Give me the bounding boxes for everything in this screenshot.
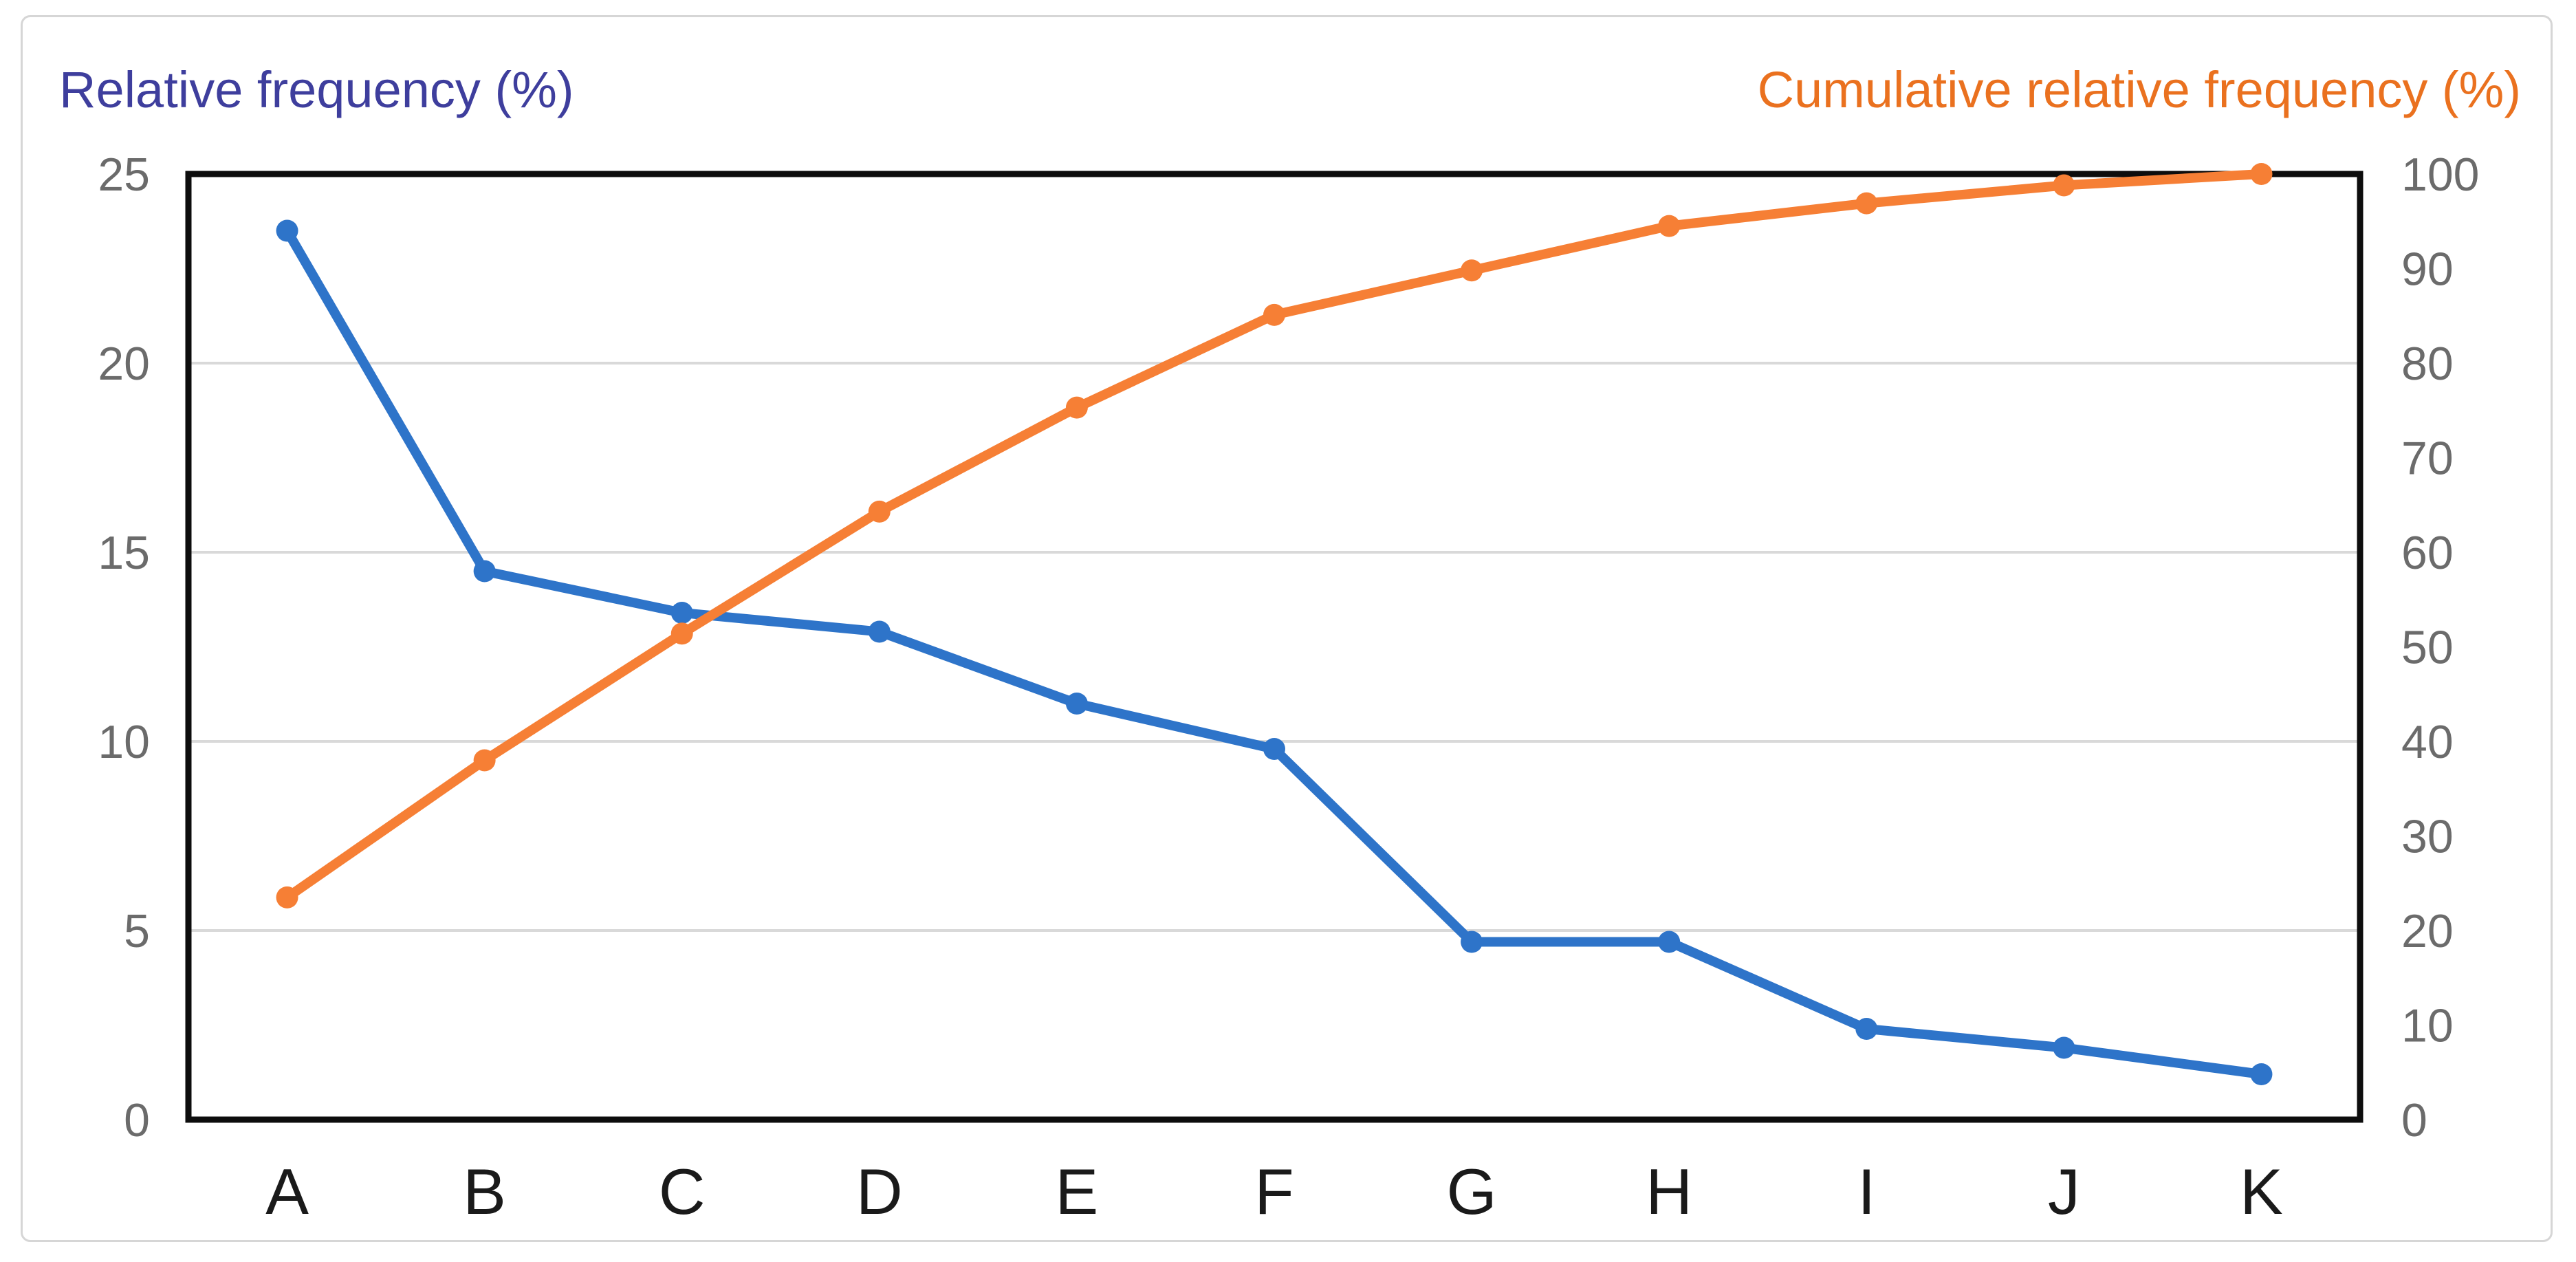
series-line-relative (282, 226, 2267, 1079)
data-point-K-cumulative (2250, 163, 2273, 185)
category-label-K: K (2240, 1155, 2283, 1228)
left-axis-tick-label: 25 (98, 149, 150, 201)
left-axis-tick-label: 10 (98, 716, 150, 768)
category-label-J: J (2048, 1155, 2080, 1228)
data-point-I-cumulative (1855, 192, 1878, 215)
right-axis-title: Cumulative relative frequency (%) (1757, 61, 2521, 118)
right-axis-tick-label: 70 (2401, 433, 2454, 485)
data-point-I-relative (1855, 1018, 1878, 1040)
right-axis-tick-label: 80 (2401, 338, 2454, 390)
category-label-F: F (1254, 1155, 1294, 1228)
data-point-E-cumulative (1065, 396, 1088, 419)
data-point-F-relative (1263, 738, 1285, 760)
data-point-H-cumulative (1658, 215, 1681, 237)
card-frame (21, 15, 2553, 1242)
right-axis-tick-label: 20 (2401, 905, 2454, 957)
right-axis-tick-label: 50 (2401, 622, 2454, 674)
data-point-G-relative (1461, 931, 1483, 953)
category-label-I: I (1857, 1155, 1875, 1228)
category-label-A: A (265, 1155, 309, 1228)
right-axis-tick-label: 100 (2401, 149, 2479, 201)
data-point-K-relative (2250, 1063, 2273, 1085)
category-label-D: D (856, 1155, 903, 1228)
right-axis-tick-label: 60 (2401, 527, 2454, 579)
category-label-G: G (1447, 1155, 1497, 1228)
data-point-B-relative (473, 560, 496, 583)
left-axis-title: Relative frequency (%) (59, 61, 574, 118)
right-axis-tick-label: 30 (2401, 811, 2454, 863)
left-axis-tick-label: 20 (98, 338, 150, 390)
left-axis-tick-label: 5 (124, 905, 150, 957)
right-axis-tick-label: 40 (2401, 716, 2454, 768)
category-label-B: B (463, 1155, 506, 1228)
data-point-A-relative (276, 219, 298, 242)
data-point-C-cumulative (670, 622, 693, 645)
right-axis-tick-label: 0 (2401, 1094, 2427, 1146)
data-point-D-cumulative (868, 500, 891, 523)
right-axis-tick-label: 90 (2401, 243, 2454, 296)
data-point-A-cumulative (276, 886, 298, 909)
data-point-J-cumulative (2053, 174, 2075, 197)
data-point-J-relative (2053, 1036, 2075, 1059)
category-label-E: E (1056, 1155, 1099, 1228)
data-point-H-relative (1658, 931, 1681, 953)
data-point-D-relative (868, 620, 891, 643)
data-point-E-relative (1065, 693, 1088, 715)
left-axis-tick-label: 0 (124, 1094, 150, 1146)
left-axis-tick-label: 15 (98, 527, 150, 579)
right-axis-tick-label: 10 (2401, 1000, 2454, 1052)
data-point-F-cumulative (1263, 303, 1285, 326)
data-point-C-relative (670, 602, 693, 624)
data-point-G-cumulative (1461, 259, 1483, 282)
data-point-B-cumulative (473, 749, 496, 772)
plot-border (185, 171, 2364, 1123)
series-line-cumulative (282, 169, 2267, 902)
category-label-H: H (1646, 1155, 1692, 1228)
category-label-C: C (659, 1155, 706, 1228)
